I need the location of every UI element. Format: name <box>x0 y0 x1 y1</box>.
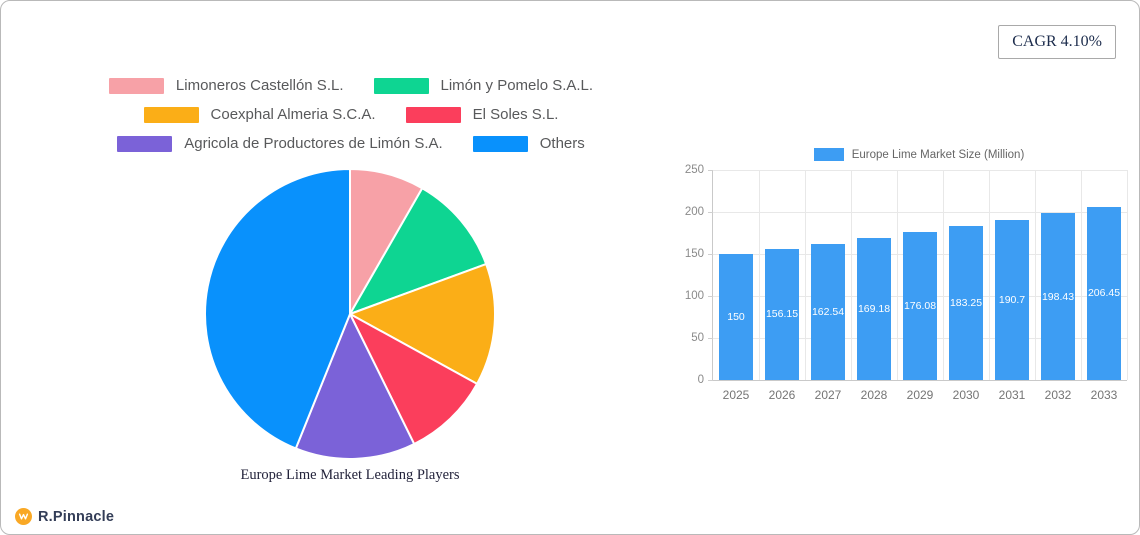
y-tick-mark <box>708 169 713 171</box>
pie-chart-title: Europe Lime Market Leading Players <box>240 467 460 483</box>
y-tick-label: 50 <box>691 332 704 344</box>
bar-value-label: 162.54 <box>811 305 845 318</box>
y-tick-label: 150 <box>684 248 704 260</box>
x-tick-label: 2029 <box>906 388 934 402</box>
pie-legend-swatch <box>143 106 199 123</box>
pie-legend-swatch <box>108 77 164 94</box>
y-tick-label: 100 <box>684 290 704 302</box>
bar-value-label: 198.43 <box>1041 290 1075 303</box>
brand-logo: R.Pinnacle <box>15 508 114 525</box>
bar-chart-plot-area: 0 50 100 150 200 250 150 2025 156.15 2026 162.54 20… <box>685 164 1128 402</box>
pie-legend-label: Others <box>539 135 585 152</box>
bar-2026[interactable]: 156.15 <box>765 248 799 380</box>
bar-value-label: 169.18 <box>857 302 891 315</box>
pie-legend-item[interactable]: Coexphal Almeria S.C.A. <box>143 106 376 123</box>
bar-2029[interactable]: 176.08 <box>903 232 937 380</box>
x-tick-label: 2031 <box>998 388 1026 402</box>
x-tick-label: 2026 <box>768 388 796 402</box>
pie-legend-label: El Soles S.L. <box>472 106 559 123</box>
pie-legend-row: Coexphal Almeria S.C.A. El Soles S.L. <box>31 106 671 123</box>
pie-legend-item[interactable]: El Soles S.L. <box>405 106 559 123</box>
pinnacle-logo-icon <box>15 508 32 525</box>
x-gridline <box>942 170 944 380</box>
pie-slice-4[interactable] <box>294 313 416 460</box>
y-tick-label: 0 <box>697 374 704 386</box>
pie-slice-2[interactable] <box>349 263 496 385</box>
x-tick-label: 2033 <box>1090 388 1118 402</box>
x-gridline <box>850 170 852 380</box>
pie-legend-row: Limoneros Castellón S.L. Limón y Pomelo S… <box>31 77 671 94</box>
y-tick-mark <box>708 295 713 297</box>
pie-legend-swatch <box>373 77 429 94</box>
x-gridline <box>1126 170 1128 380</box>
pie-legend: Limoneros Castellón S.L. Limón y Pomelo S… <box>31 77 671 164</box>
bar-2027[interactable]: 162.54 <box>811 243 845 380</box>
brand-name: R.Pinnacle <box>38 508 115 525</box>
x-tick-label: 2027 <box>814 388 842 402</box>
y-gridline <box>713 211 1127 213</box>
cagr-label: CAGR 4.10% <box>1012 33 1102 50</box>
x-gridline <box>988 170 990 380</box>
bar-value-label: 156.15 <box>765 308 799 321</box>
bar-legend-item[interactable]: Europe Lime Market Size (Million) <box>712 148 1126 161</box>
pie-legend-swatch <box>405 106 461 123</box>
y-tick-mark <box>708 337 713 339</box>
pie-legend-swatch <box>117 135 173 152</box>
x-gridline <box>758 170 760 380</box>
bar-value-label: 176.08 <box>903 300 937 313</box>
pie-legend-row: Agricola de Productores de Limón S.A. Oth… <box>31 135 671 152</box>
pie-legend-item[interactable]: Limón y Pomelo S.A.L. <box>373 77 594 94</box>
pie-legend-item[interactable]: Others <box>472 135 585 152</box>
x-gridline <box>804 170 806 380</box>
y-tick-mark <box>708 379 713 381</box>
y-gridline <box>713 169 1127 171</box>
bar-value-label: 183.25 <box>949 297 983 310</box>
y-tick-label: 250 <box>684 164 704 176</box>
bar-2030[interactable]: 183.25 <box>949 226 983 380</box>
bar-value-label: 206.45 <box>1087 287 1121 300</box>
bar-value-label: 190.7 <box>998 293 1026 306</box>
pie-legend-label: Limoneros Castellón S.L. <box>175 77 344 94</box>
x-tick-label: 2030 <box>952 388 980 402</box>
pie-legend-swatch <box>472 135 528 152</box>
bar-value-label: 150 <box>727 311 745 323</box>
bar-2025[interactable]: 150 <box>719 254 753 380</box>
x-gridline <box>1080 170 1082 380</box>
y-tick-mark <box>708 253 713 255</box>
bar-legend-label: Europe Lime Market Size (Million) <box>851 148 1025 161</box>
pie-chart <box>204 168 496 460</box>
bar-2032[interactable]: 198.43 <box>1041 213 1075 380</box>
pie-legend-item[interactable]: Limoneros Castellón S.L. <box>108 77 344 94</box>
pie-legend-label: Coexphal Almeria S.C.A. <box>210 106 376 123</box>
bar-2031[interactable]: 190.7 <box>995 219 1029 380</box>
pie-legend-item[interactable]: Agricola de Productores de Limón S.A. <box>117 135 443 152</box>
x-gridline <box>896 170 898 380</box>
pie-legend-label: Limón y Pomelo S.A.L. <box>440 77 594 94</box>
x-tick-label: 2025 <box>722 388 750 402</box>
x-gridline <box>1034 170 1036 380</box>
y-tick-label: 200 <box>684 206 704 218</box>
y-tick-mark <box>708 211 713 213</box>
cagr-badge: CAGR 4.10% <box>998 25 1116 59</box>
bar-2033[interactable]: 206.45 <box>1087 206 1121 380</box>
pie-slice-3[interactable] <box>349 313 479 446</box>
bar-legend-swatch <box>813 148 844 161</box>
pie-slice-1[interactable] <box>349 187 488 315</box>
pie-legend-label: Agricola de Productores de Limón S.A. <box>184 135 443 152</box>
x-tick-label: 2028 <box>860 388 888 402</box>
pie-slice-5[interactable] <box>204 168 351 450</box>
x-tick-label: 2032 <box>1044 388 1072 402</box>
bar-2028[interactable]: 169.18 <box>857 237 891 380</box>
